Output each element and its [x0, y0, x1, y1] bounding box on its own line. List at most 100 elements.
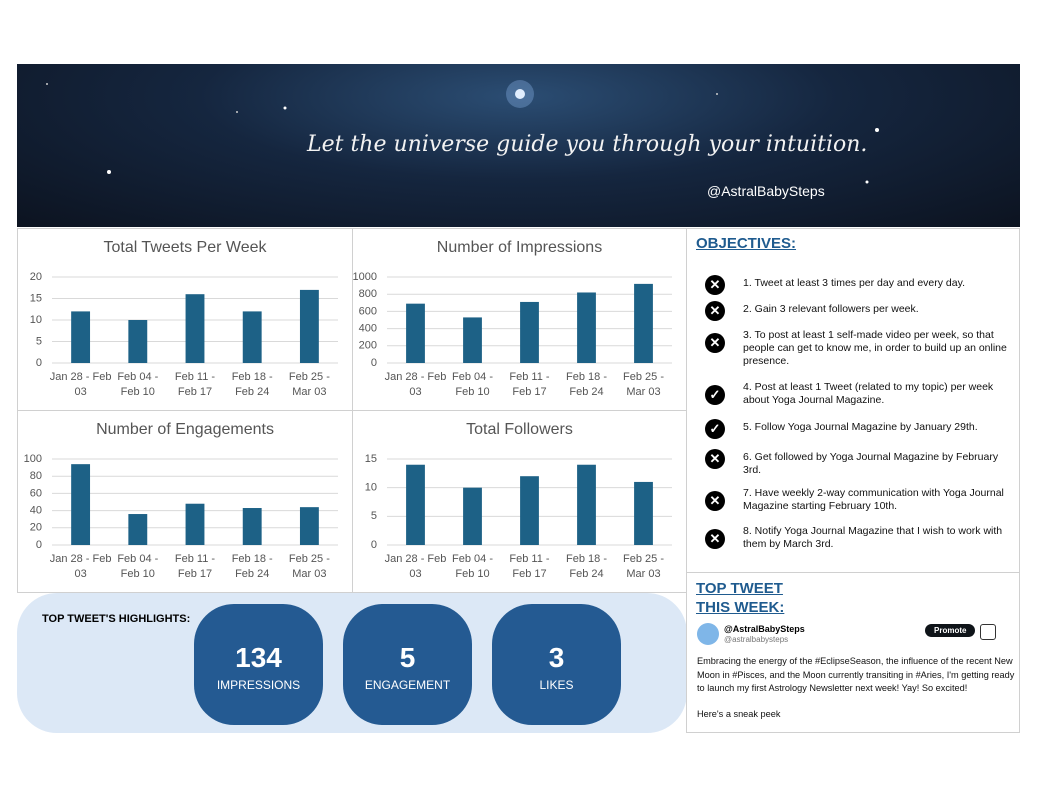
x-tick-label: Feb 04 - Feb 10: [452, 553, 493, 580]
bar: [242, 311, 262, 363]
y-tick-label: 10: [30, 314, 42, 326]
highlight-label: ENGAGEMENT: [364, 678, 451, 692]
x-tick-label: Feb 11 - Feb 17: [174, 371, 216, 398]
bar: [71, 311, 91, 363]
objective-text: 6. Get followed by Yoga Journal Magazine…: [743, 451, 999, 476]
bar: [634, 283, 653, 363]
chart-title: Total Tweets Per Week: [103, 239, 267, 256]
x-tick-label: Feb 25 - Mar 03: [288, 553, 330, 580]
x-tick-label: Feb 11 - Feb 17: [509, 371, 550, 398]
highlight-value: 5: [399, 642, 416, 673]
highlight-value: 134: [235, 642, 282, 673]
bar: [577, 464, 596, 545]
objective-text: 5. Follow Yoga Journal Magazine by Janua…: [743, 421, 978, 433]
x-tick-label: Feb 04 - Feb 10: [117, 371, 159, 398]
objective-text: 7. Have weekly 2-way communication with …: [743, 487, 1004, 512]
objective-text: 8. Notify Yoga Journal Magazine that I w…: [743, 525, 1003, 550]
highlights-title: TOP TWEET'S HIGHLIGHTS:: [42, 613, 191, 625]
cross-icon: ✕: [705, 275, 725, 295]
bar: [128, 514, 148, 545]
plot: 0 20 40 60 80 100: [24, 453, 338, 551]
y-tick-label: 20: [30, 522, 42, 534]
y-tick-label: 40: [30, 505, 42, 517]
chart-panel: Number of Impressions 0 200 400 600 800 1000 Ja…: [352, 228, 687, 411]
highlight-card: 5 ENGAGEMENT: [343, 604, 472, 725]
highlight-value: 3: [548, 642, 565, 673]
bar: [71, 464, 91, 545]
plot: 0 5 10 15 20: [30, 271, 338, 369]
y-tick-label: 5: [371, 510, 377, 522]
highlight-card: 3 LIKES: [492, 604, 621, 725]
cross-icon: ✕: [705, 449, 725, 469]
highlight-card: 134 IMPRESSIONS: [194, 604, 323, 725]
bar: [128, 320, 148, 363]
promote-button[interactable]: Promote: [925, 624, 976, 637]
y-tick-label: 15: [365, 453, 377, 465]
x-tick-label: Feb 18 - Feb 24: [566, 553, 607, 580]
objectives-title: OBJECTIVES:: [696, 235, 797, 252]
x-tick-label: Jan 28 - Feb 03: [384, 371, 447, 398]
y-tick-label: 0: [36, 357, 42, 369]
objectives: OBJECTIVES: ✕ 1. Tweet at least 3 times p…: [686, 228, 1020, 573]
bar: [463, 487, 482, 545]
bar: [406, 303, 425, 363]
analytics-icon[interactable]: [980, 624, 996, 640]
bar: [406, 464, 425, 545]
y-tick-label: 15: [30, 292, 42, 304]
x-tick-label: Feb 18 - Feb 24: [231, 553, 273, 580]
plot: 0 5 10 15: [365, 453, 672, 551]
x-tick-label: Feb 25 - Mar 03: [623, 371, 664, 398]
y-tick-label: 80: [30, 470, 42, 482]
x-tick-label: Jan 28 - Feb 03: [49, 553, 112, 580]
cross-icon: ✕: [705, 529, 725, 549]
x-tick-label: Feb 11 - Feb 17: [509, 553, 550, 580]
y-tick-label: 800: [359, 288, 377, 300]
cross-icon: ✕: [705, 333, 725, 353]
tweet-handle: @astralbabysteps: [724, 635, 789, 644]
chart-panel: Number of Engagements 0 20 40 60 80 100 Jan 28 …: [17, 410, 353, 593]
highlight-label: LIKES: [539, 678, 574, 692]
y-tick-label: 5: [36, 335, 42, 347]
chart-title: Number of Impressions: [436, 239, 603, 256]
x-tick-label: Feb 04 - Feb 10: [117, 553, 159, 580]
x-tick-label: Feb 18 - Feb 24: [231, 371, 273, 398]
banner-handle: @AstralBabySteps: [707, 183, 825, 199]
objective-text: 4. Post at least 1 Tweet (related to my …: [743, 381, 994, 406]
y-tick-label: 10: [365, 482, 377, 494]
bar: [299, 289, 319, 363]
highlight-label: IMPRESSIONS: [216, 678, 301, 692]
bar: [577, 292, 596, 363]
cross-icon: ✕: [705, 301, 725, 321]
y-tick-label: 1000: [353, 271, 377, 283]
bar: [242, 508, 262, 545]
x-tick-label: Feb 11 - Feb 17: [174, 553, 216, 580]
y-tick-label: 0: [371, 539, 377, 551]
bar: [185, 294, 205, 363]
check-icon: ✓: [705, 385, 725, 405]
bar: [299, 507, 319, 545]
banner-quote: Let the universe guide you through your …: [307, 132, 868, 157]
y-tick-label: 0: [371, 357, 377, 369]
chart-title: Number of Engagements: [96, 421, 274, 438]
plot: 0 200 400 600 800 1000: [353, 271, 672, 369]
objective-text: 3. To post at least 1 self-made video pe…: [743, 329, 1007, 367]
y-tick-label: 600: [359, 305, 377, 317]
bar: [185, 503, 205, 545]
chart-title: Total Followers: [466, 421, 573, 438]
stars: [46, 80, 879, 184]
x-tick-label: Jan 28 - Feb 03: [49, 371, 112, 398]
tweet-text: Embracing the energy of the #EclipseSeas…: [697, 656, 1015, 693]
objective-text: 2. Gain 3 relevant followers per week.: [743, 303, 919, 315]
x-tick-label: Feb 18 - Feb 24: [566, 371, 607, 398]
tweet-footer: Here's a sneak peek: [697, 709, 781, 719]
cross-icon: ✕: [705, 491, 725, 511]
y-tick-label: 100: [24, 453, 42, 465]
chart-panel: Total Tweets Per Week 0 5 10 15 20 Jan 28 - Fe…: [17, 228, 353, 411]
x-tick-label: Feb 25 - Mar 03: [623, 553, 664, 580]
y-tick-label: 60: [30, 487, 42, 499]
tweet-name: @AstralBabySteps: [724, 624, 805, 634]
objective-text: 1. Tweet at least 3 times per day and ev…: [743, 277, 965, 289]
chart-panel: Total Followers 0 5 10 15 Jan 28 - Feb 03 Feb …: [352, 410, 687, 593]
bar: [634, 481, 653, 545]
